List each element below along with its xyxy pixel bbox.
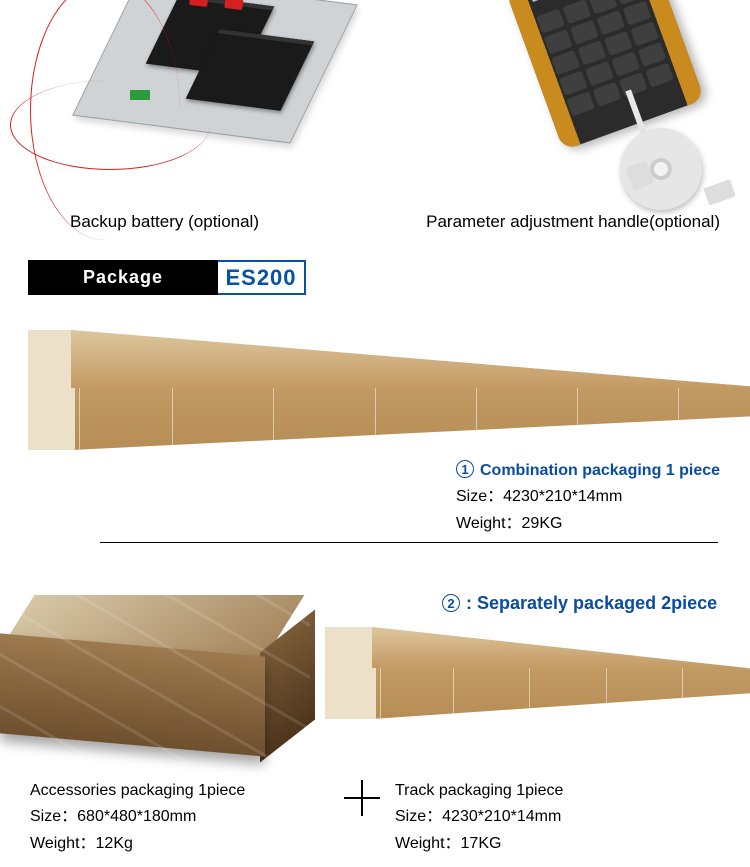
package-header: Package ES200 [28,260,306,295]
option2-title-row: 2 : Separately packaged 2piece [442,593,717,614]
divider [100,542,718,543]
track-box-illustration [325,627,750,719]
accessories-weight: 12Kg [96,835,133,852]
track-weight: 17KG [461,835,502,852]
package-label: Package [28,260,218,295]
option2-title: : Separately packaged 2piece [466,593,717,613]
option1-size: 4230*210*14mm [503,488,622,505]
accessories-title: Accessories packaging 1piece [30,778,245,804]
accessories-size-label: Size： [30,808,77,825]
accessory-box-illustration [0,595,310,760]
accessories-size: 680*480*180mm [77,808,196,825]
top-product-row [0,0,750,200]
track-info: Track packaging 1piece Size：4230*210*14m… [395,778,563,857]
battery-illustration [20,0,375,200]
accessories-weight-label: Weight： [30,835,96,852]
combination-box-illustration [28,330,750,450]
option1-info: 1 Combination packaging 1 piece Size：4230… [456,458,720,537]
track-size-label: Size： [395,808,442,825]
option1-weight-label: Weight： [456,515,522,532]
circle-1-icon: 1 [456,460,474,478]
package-model: ES200 [218,260,306,295]
plus-icon [344,780,380,816]
option1-weight: 29KG [522,515,563,532]
option1-title: Combination packaging 1 piece [480,462,720,479]
track-title: Track packaging 1piece [395,778,563,804]
circle-2-icon: 2 [442,594,460,612]
track-size: 4230*210*14mm [442,808,561,825]
device-caption: Parameter adjustment handle(optional) [426,212,720,232]
accessories-info: Accessories packaging 1piece Size：680*48… [30,778,245,857]
track-weight-label: Weight： [395,835,461,852]
device-illustration [375,0,730,200]
option1-size-label: Size： [456,488,503,505]
